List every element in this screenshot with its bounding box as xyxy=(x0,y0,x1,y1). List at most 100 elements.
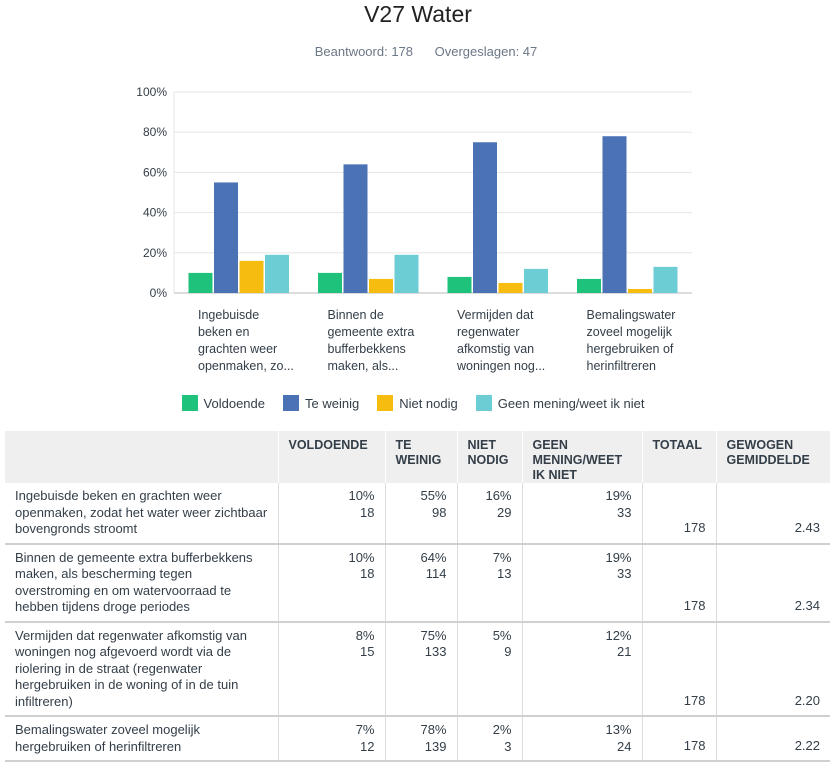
row-label: Ingebuisde beken en grachten weer openma… xyxy=(5,483,278,545)
x-category-label: maken, als... xyxy=(328,359,399,373)
x-category-label: woningen nog... xyxy=(456,359,545,373)
column-header: TOTAAL xyxy=(641,431,716,483)
percent-value: 75% xyxy=(420,627,447,643)
y-tick-label: 80% xyxy=(143,125,167,139)
chart-title: V27 Water xyxy=(364,1,472,27)
count-value: 24 xyxy=(617,738,632,754)
bar-te-weinig xyxy=(602,136,627,293)
count-value: 18 xyxy=(360,504,375,520)
percent-value: 10% xyxy=(348,549,375,565)
x-category-label: afkomstig van xyxy=(457,342,534,356)
legend-item: Te weinig xyxy=(283,395,359,411)
column-header: TE WEINIG xyxy=(384,431,457,483)
x-category-label: herinfiltreren xyxy=(587,359,657,373)
count-value: 29 xyxy=(497,504,512,520)
bar-niet-nodig xyxy=(498,282,523,293)
bar-geen-mening-weet-ik-niet xyxy=(653,266,678,293)
y-tick-label: 100% xyxy=(136,85,167,99)
row-label: Bemalingswater zoveel mogelijk hergebrui… xyxy=(5,716,278,762)
answer-cell: 75% 133 xyxy=(384,621,457,717)
skipped-count: Overgeslagen: 47 xyxy=(434,44,538,59)
x-category-label: Ingebuisde xyxy=(198,308,259,322)
bar-te-weinig xyxy=(214,182,238,293)
legend-item: Voldoende xyxy=(181,395,265,411)
weighted-average-cell: 2.22 xyxy=(715,716,830,762)
answer-cell: 5% 9 xyxy=(456,621,522,717)
count-value: 3 xyxy=(504,738,512,754)
weighted-average-cell: 2.43 xyxy=(715,483,830,545)
answer-cell: 7% 12 xyxy=(277,716,385,762)
answer-cell: 78% 139 xyxy=(384,716,457,762)
results-table: VOLDOENDE TE WEINIG NIET NODIG GEEN MENING/… xyxy=(5,431,830,762)
chart-legend: Voldoende Te weinig Niet nodig Geen mening/… xyxy=(0,395,826,411)
bar-chart: 0% 20% 40% 60% 80% 100% Ingebuisde beken en grac… xyxy=(136,85,692,373)
percent-value: 5% xyxy=(492,627,512,643)
count-value: 33 xyxy=(617,566,632,581)
legend-label: Voldoende xyxy=(203,395,265,411)
bar-te-weinig xyxy=(343,164,368,293)
column-header: NIET NODIG xyxy=(456,431,522,483)
bar-te-weinig xyxy=(473,142,497,293)
x-category-label: Bemalingswater xyxy=(587,308,676,322)
x-category-label: gemeente extra xyxy=(328,325,415,339)
column-header: VOLDOENDE xyxy=(277,431,385,483)
count-value: 114 xyxy=(425,566,447,581)
header-blank xyxy=(5,431,278,483)
answer-cell: 10% 18 xyxy=(277,543,385,623)
percent-value: 2% xyxy=(492,722,512,737)
count-value: 21 xyxy=(617,644,632,659)
answer-cell: 16% 29 xyxy=(456,483,522,545)
x-category-label: zoveel mogelijk xyxy=(587,325,673,339)
response-stats: Beantwoord: 178 Overgeslagen: 47 xyxy=(0,44,836,59)
percent-value: 19% xyxy=(605,488,632,503)
y-tick-label: 40% xyxy=(143,206,167,220)
weighted-average-cell: 2.34 xyxy=(715,543,830,623)
count-value: 139 xyxy=(424,738,447,754)
count-value: 133 xyxy=(424,644,447,659)
bar-voldoende xyxy=(318,272,342,293)
percent-value: 7% xyxy=(492,549,512,565)
answer-cell: 12% 21 xyxy=(521,621,642,717)
y-tick-label: 20% xyxy=(143,246,167,260)
legend-swatch xyxy=(181,395,198,411)
answer-cell: 55% 98 xyxy=(384,483,457,545)
percent-value: 13% xyxy=(605,722,632,737)
answered-count: Beantwoord: 178 xyxy=(314,44,414,59)
bar-voldoende xyxy=(577,278,601,293)
row-label: Binnen de gemeente extra bufferbekkens m… xyxy=(5,543,278,623)
bar-niet-nodig xyxy=(628,288,652,293)
percent-value: 12% xyxy=(605,627,632,643)
legend-label: Geen mening/weet ik niet xyxy=(497,395,645,411)
percent-value: 7% xyxy=(355,722,375,737)
bar-niet-nodig xyxy=(369,278,393,293)
answer-cell: 13% 24 xyxy=(521,716,642,762)
bar-voldoende xyxy=(188,272,213,293)
total-cell: 178 xyxy=(641,483,716,545)
bar-geen-mening-weet-ik-niet xyxy=(524,268,548,293)
legend-label: Niet nodig xyxy=(399,395,458,411)
count-value: 15 xyxy=(360,644,375,659)
answer-cell: 8% 15 xyxy=(277,621,385,717)
y-tick-label: 60% xyxy=(143,165,167,179)
column-header: GEWOGEN GEMIDDELDE xyxy=(715,431,830,483)
legend-item: Geen mening/weet ik niet xyxy=(475,395,645,411)
bar-niet-nodig xyxy=(239,260,264,293)
answer-cell: 19% 33 xyxy=(521,483,642,545)
total-cell: 178 xyxy=(641,543,716,623)
bar-voldoende xyxy=(447,276,472,293)
bar-geen-mening-weet-ik-niet xyxy=(394,254,419,293)
bar-geen-mening-weet-ik-niet xyxy=(265,254,289,293)
answer-cell: 10% 18 xyxy=(277,483,385,545)
answer-cell: 64% 114 xyxy=(384,543,457,623)
table-header-row: VOLDOENDE TE WEINIG NIET NODIG GEEN MENING/… xyxy=(5,431,830,483)
x-category-label: beken en xyxy=(198,325,249,339)
row-label: Vermijden dat regenwater afkomstig van w… xyxy=(5,621,278,717)
answer-cell: 19% 33 xyxy=(521,543,642,623)
count-value: 33 xyxy=(617,504,632,520)
table-row: Ingebuisde beken en grachten weer openma… xyxy=(5,483,830,545)
total-cell: 178 xyxy=(641,716,716,762)
x-category-label: grachten weer xyxy=(198,342,277,356)
x-category-label: bufferbekkens xyxy=(328,342,406,356)
column-header: GEEN MENING/WEET IK NIET xyxy=(521,431,642,483)
legend-item: Niet nodig xyxy=(377,395,458,411)
